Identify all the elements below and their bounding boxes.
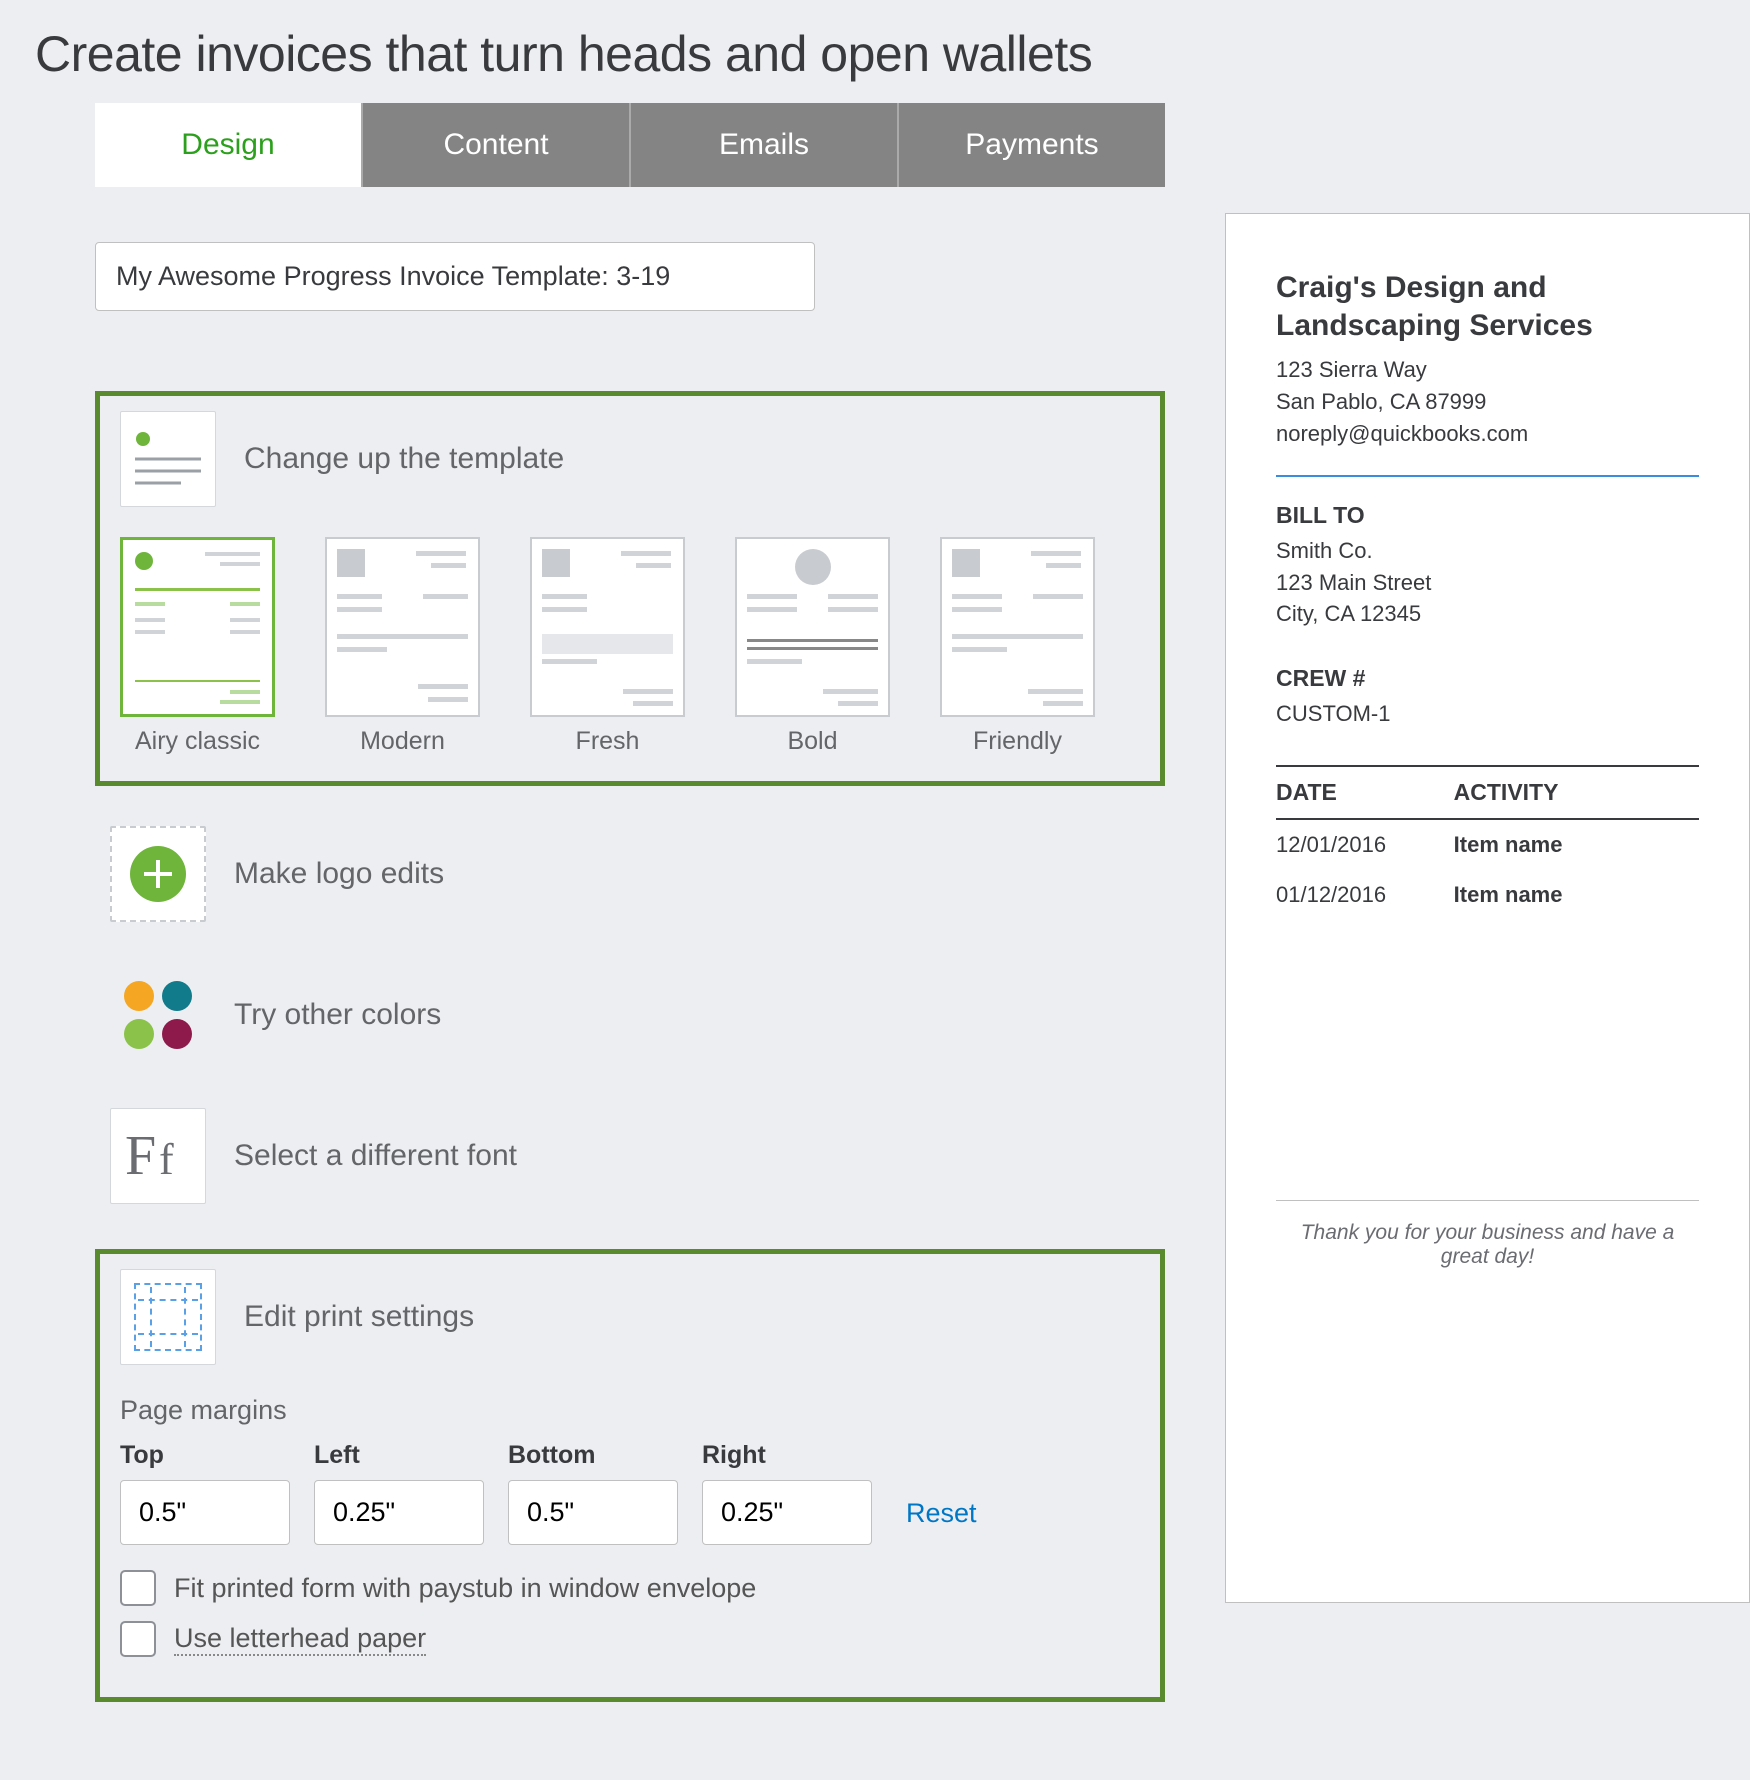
design-panel: Design Content Emails Payments Change up… (95, 103, 1165, 1742)
template-name-input[interactable] (95, 242, 815, 311)
font-icon: F f (110, 1108, 206, 1204)
select-font-label: Select a different font (234, 1139, 517, 1173)
preview-address-line: San Pablo, CA 87999 (1276, 386, 1699, 418)
template-option-friendly[interactable]: Friendly (940, 537, 1095, 756)
tab-bar: Design Content Emails Payments (95, 103, 1165, 187)
tab-payments[interactable]: Payments (899, 103, 1165, 187)
tab-emails[interactable]: Emails (631, 103, 899, 187)
svg-text:F: F (125, 1125, 156, 1187)
print-settings-icon (120, 1269, 216, 1365)
margin-bottom-label: Bottom (508, 1441, 678, 1470)
crew-value: CUSTOM-1 (1276, 698, 1699, 730)
print-settings-label: Edit print settings (244, 1300, 474, 1334)
margin-left-label: Left (314, 1441, 484, 1470)
preview-address-line: 123 Sierra Way (1276, 354, 1699, 386)
preview-address-line: noreply@quickbooks.com (1276, 418, 1699, 450)
preview-footer: Thank you for your business and have a g… (1276, 1200, 1699, 1269)
tab-content[interactable]: Content (363, 103, 631, 187)
select-font-section[interactable]: F f Select a different font (110, 1108, 1165, 1204)
bill-to-line: 123 Main Street (1276, 567, 1699, 599)
palette-icon (110, 967, 206, 1063)
bill-to-line: City, CA 12345 (1276, 598, 1699, 630)
template-label: Bold (735, 727, 890, 756)
table-row: 01/12/2016 Item name (1276, 870, 1699, 920)
fit-window-envelope-checkbox[interactable] (120, 1570, 156, 1606)
margin-left-input[interactable] (314, 1480, 484, 1545)
table-row: 12/01/2016 Item name (1276, 819, 1699, 870)
template-option-airy-classic[interactable]: Airy classic (120, 537, 275, 756)
template-label: Modern (325, 727, 480, 756)
bill-to-line: Smith Co. (1276, 535, 1699, 567)
other-colors-label: Try other colors (234, 998, 441, 1032)
margin-right-label: Right (702, 1441, 872, 1470)
template-label: Friendly (940, 727, 1095, 756)
print-settings-section: Edit print settings Page margins Top Lef… (95, 1249, 1165, 1702)
page-title: Create invoices that turn heads and open… (0, 0, 1750, 103)
template-icon (120, 411, 216, 507)
margin-top-label: Top (120, 1441, 290, 1470)
col-activity: ACTIVITY (1454, 766, 1699, 819)
crew-label: CREW # (1276, 665, 1699, 692)
margin-bottom-input[interactable] (508, 1480, 678, 1545)
logo-edits-label: Make logo edits (234, 857, 444, 891)
margin-top-input[interactable] (120, 1480, 290, 1545)
other-colors-section[interactable]: Try other colors (110, 967, 1165, 1063)
use-letterhead-label: Use letterhead paper (174, 1623, 426, 1656)
template-option-fresh[interactable]: Fresh (530, 537, 685, 756)
template-option-bold[interactable]: Bold (735, 537, 890, 756)
change-template-label: Change up the template (244, 442, 564, 476)
add-logo-icon (110, 826, 206, 922)
tab-design[interactable]: Design (95, 103, 363, 187)
svg-text:f: f (159, 1135, 174, 1184)
margin-right-input[interactable] (702, 1480, 872, 1545)
fit-window-envelope-label: Fit printed form with paystub in window … (174, 1573, 756, 1604)
reset-margins-link[interactable]: Reset (906, 1498, 977, 1529)
use-letterhead-checkbox[interactable] (120, 1621, 156, 1657)
preview-company: Craig's Design and Landscaping Services (1276, 269, 1699, 344)
template-option-modern[interactable]: Modern (325, 537, 480, 756)
template-label: Fresh (530, 727, 685, 756)
preview-line-items: DATE ACTIVITY 12/01/2016 Item name 01/12… (1276, 765, 1699, 920)
col-date: DATE (1276, 766, 1454, 819)
change-template-section: Change up the template (95, 391, 1165, 786)
bill-to-label: BILL TO (1276, 502, 1699, 529)
template-label: Airy classic (120, 727, 275, 756)
invoice-preview: Craig's Design and Landscaping Services … (1225, 213, 1750, 1603)
logo-edits-section[interactable]: Make logo edits (110, 826, 1165, 922)
page-margins-heading: Page margins (120, 1395, 1140, 1426)
